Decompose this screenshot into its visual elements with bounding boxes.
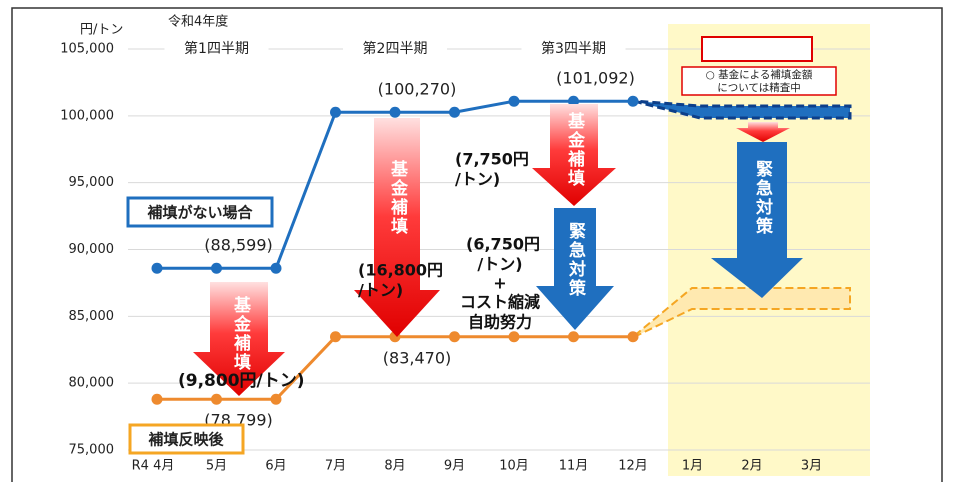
data-point	[568, 331, 579, 343]
arrow-text: 緊急対策	[752, 160, 774, 236]
data-point	[211, 393, 222, 405]
data-point	[449, 331, 460, 343]
y-tick-label: 85,000	[69, 309, 115, 324]
data-point	[627, 95, 639, 107]
data-point	[508, 95, 520, 107]
annotation: (7,750円	[455, 150, 529, 169]
quarter-label: 第3四半期	[541, 40, 606, 57]
y-tick-label: 105,000	[60, 42, 114, 57]
frame	[11, 7, 943, 482]
x-tick-label: 3月	[801, 459, 822, 474]
legend-box	[126, 196, 274, 228]
fiscal-year: 令和4年度	[168, 14, 228, 30]
annotation: (9,800円/トン)	[178, 371, 305, 391]
data-point	[151, 262, 163, 274]
arrow-text: 基金補填	[564, 111, 586, 188]
x-tick-label: 9月	[444, 459, 465, 474]
quarters: 第1四半期第2四半期第3四半期第4四半期	[164, 38, 785, 60]
x-tick-label: 1月	[682, 459, 703, 474]
value-label: (88,599)	[204, 236, 272, 255]
data-point	[270, 393, 282, 405]
annotation: /トン)	[455, 170, 500, 189]
header-mask	[164, 38, 269, 60]
data-point	[330, 106, 341, 118]
annotation: (16,800円	[358, 261, 443, 280]
annotation: +	[493, 274, 506, 293]
value-label: (83,470)	[383, 348, 451, 367]
data-point	[627, 331, 639, 343]
legend-box	[128, 423, 245, 455]
value-label: (100,270)	[378, 80, 457, 99]
q4-box	[701, 36, 813, 62]
data-point	[508, 331, 520, 343]
y-tick-label: 75,000	[69, 443, 115, 458]
annotation: コスト縮減	[460, 293, 540, 312]
fund-arrow-q3	[532, 104, 616, 206]
y-tick-label: 95,000	[69, 175, 115, 190]
x-tick-label: 8月	[384, 459, 405, 474]
quarter-label: 第1四半期	[184, 40, 249, 57]
legend-label: 補填反映後	[147, 431, 224, 449]
data-point	[151, 393, 163, 405]
data-point	[270, 262, 282, 274]
emergency-arrow-q4	[711, 142, 803, 298]
note: については精査中	[717, 81, 800, 94]
emergency-arrow-q3	[536, 208, 614, 330]
quarter-label: 第2四半期	[363, 40, 428, 57]
note-box	[681, 66, 837, 96]
x-tick-label: 12月	[618, 459, 648, 474]
x-tick-label: R4 4月	[132, 459, 175, 474]
x-tick-label: 6月	[265, 459, 286, 474]
fund-arrow-q2	[354, 118, 440, 337]
arrow-text: 緊急対策	[565, 222, 587, 298]
data-point	[330, 331, 341, 343]
arrow-text: 基金補填	[387, 159, 409, 236]
header-mask	[521, 38, 626, 60]
header-mask	[343, 38, 447, 60]
arrow-text: 基金補填	[230, 295, 252, 372]
fund-arrow-q4	[736, 122, 790, 142]
fund-arrow-q1	[193, 282, 285, 396]
annotation: (6,750円	[466, 235, 540, 254]
data-point	[568, 95, 579, 107]
y-tick-label: 90,000	[69, 242, 115, 257]
annotation: 自助努力	[468, 313, 532, 332]
q4-range-after	[633, 287, 851, 338]
data-point	[389, 106, 401, 118]
annotation: /トン)	[477, 255, 522, 274]
unit-label: 円/トン	[80, 23, 123, 38]
data-point	[449, 106, 460, 118]
y-tick-label: 100,000	[60, 108, 114, 123]
q4-range-before	[633, 99, 852, 120]
x-tick-label: 7月	[325, 459, 346, 474]
y-tick-label: 80,000	[69, 376, 115, 391]
legend-label: 補填がない場合	[146, 204, 253, 222]
value-label: (101,092)	[556, 69, 635, 88]
x-tick-label: 11月	[559, 459, 589, 474]
x-tick-label: 10月	[499, 459, 529, 474]
data-point	[211, 262, 222, 274]
x-tick-label: 2月	[741, 459, 762, 474]
x-tick-label: 5月	[206, 459, 227, 474]
annotation: /トン)	[358, 281, 403, 300]
note: ○ 基金による補填金額	[706, 68, 813, 81]
